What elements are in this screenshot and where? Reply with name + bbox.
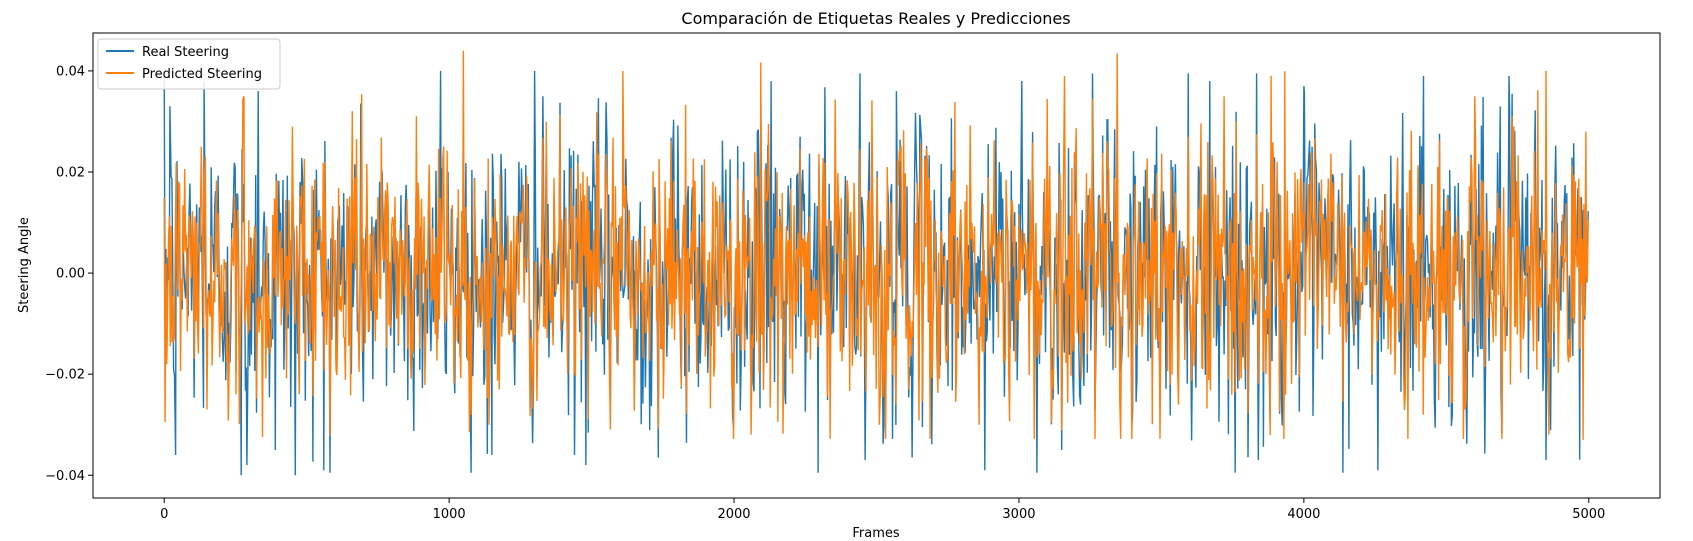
axes-layer: 0 1000 2000 3000 4000 5000 −0.04 −0.02 0.00 0.02 0… — [45, 64, 1605, 522]
legend-label-predicted-steering: Predicted Steering — [142, 67, 262, 82]
y-tick-label: 0.00 — [56, 267, 85, 282]
x-tick-label: 4000 — [1287, 507, 1320, 522]
y-axis-title: Steering Angle — [17, 217, 32, 313]
series-line-predicted-steering — [163, 50, 1589, 440]
x-tick-label: 3000 — [1002, 507, 1035, 522]
legend-box — [97, 38, 281, 90]
x-tick-label: 5000 — [1572, 507, 1605, 522]
y-tick-label: −0.02 — [45, 368, 85, 383]
y-tick-label: 0.02 — [56, 165, 85, 180]
legend-label-real-steering: Real Steering — [142, 45, 229, 60]
y-tick-label: −0.04 — [45, 469, 85, 484]
chart-title: Comparación de Etiquetas Reales y Predic… — [681, 9, 1070, 28]
y-tick-label: 0.04 — [56, 64, 85, 79]
legend: Real Steering Predicted Steering — [97, 38, 281, 90]
x-tick-label: 2000 — [717, 507, 750, 522]
series-layer — [163, 50, 1589, 476]
x-tick-label: 0 — [160, 507, 168, 522]
x-axis-title: Frames — [852, 526, 900, 541]
plot-area-frame — [92, 32, 1661, 499]
x-tick-label: 1000 — [433, 507, 466, 522]
